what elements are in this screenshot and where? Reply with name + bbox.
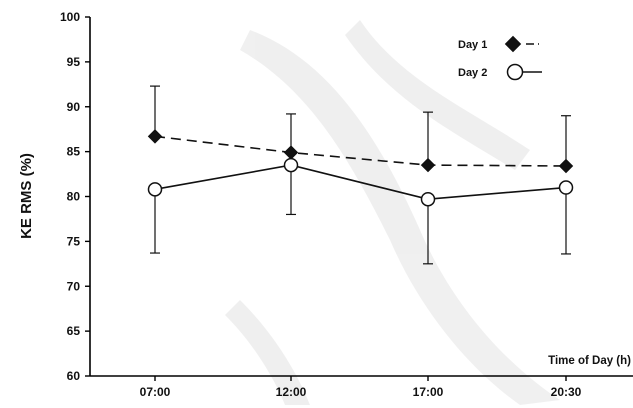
- y-tick-label: 70: [67, 279, 81, 293]
- data-point: [558, 158, 574, 174]
- x-tick-label: 07:00: [140, 385, 171, 399]
- series-layer: [147, 85, 574, 265]
- data-point: [283, 145, 299, 160]
- x-ticks: 07:00 12:00 17:00 20:30: [140, 376, 582, 399]
- y-tick-label: 85: [67, 145, 81, 159]
- y-axis-title: KE RMS (%): [18, 153, 35, 239]
- y-tick-label: 90: [67, 100, 81, 114]
- y-tick-label: 100: [60, 10, 80, 24]
- legend-marker: [504, 35, 522, 53]
- data-point: [558, 180, 574, 195]
- y-tick-label: 60: [67, 369, 81, 383]
- y-tick-label: 95: [67, 55, 81, 69]
- legend-label: Day 2: [458, 67, 487, 79]
- legend-marker: [506, 63, 524, 81]
- x-axis-title: Time of Day (h): [548, 355, 631, 367]
- y-ticks: 60 65 70 75 80 85 90 95 100: [60, 10, 90, 383]
- data-point: [420, 191, 436, 207]
- x-tick-label: 17:00: [413, 385, 444, 399]
- legend-label: Day 1: [458, 39, 487, 51]
- y-tick-label: 65: [67, 324, 81, 338]
- data-point: [147, 129, 163, 144]
- x-tick-label: 12:00: [276, 385, 307, 399]
- legend: Day 1 Day 2: [458, 35, 542, 81]
- axes: [89, 17, 633, 377]
- y-tick-label: 75: [67, 234, 81, 248]
- watermark: [225, 20, 560, 405]
- series-line-1: [154, 135, 567, 167]
- data-point: [283, 157, 299, 173]
- series-line-2: [154, 164, 567, 201]
- x-tick-label: 20:30: [551, 385, 582, 399]
- data-point: [420, 157, 436, 173]
- y-tick-label: 80: [67, 190, 81, 204]
- data-point: [147, 182, 163, 197]
